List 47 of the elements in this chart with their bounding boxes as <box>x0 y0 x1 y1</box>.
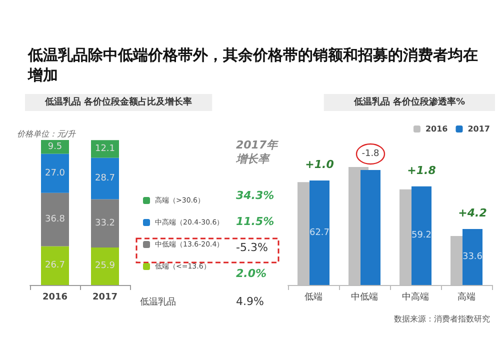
data-label: 12.1 <box>94 144 116 154</box>
x-tick-label: 高端 <box>458 292 476 302</box>
bar <box>360 170 380 285</box>
source-note: 数据来源：消费者指数研究 <box>394 314 490 324</box>
bar <box>91 199 119 248</box>
bar <box>41 192 69 246</box>
text: 低温乳品 <box>140 296 176 308</box>
text: 34.3% <box>236 189 274 202</box>
text: 低温乳品除中低端价格带外，其余价格带的销额和招募的消费者均在增加 <box>28 45 478 85</box>
x-tick-label: 2017 <box>92 292 118 302</box>
annotation: +1.8 <box>407 164 436 177</box>
bar <box>91 158 119 200</box>
x-tick-label: 中低端 <box>351 292 378 302</box>
annotation: +1.0 <box>305 158 334 171</box>
text: -5.3% <box>236 241 268 254</box>
data-label: 25.9 <box>94 261 116 272</box>
legend-label: 2016 <box>425 124 448 134</box>
annotation: -1.8 <box>362 149 380 159</box>
data-label: 62.7 <box>309 228 330 238</box>
text: 2017年增长率 <box>235 138 280 166</box>
data-label: 27.0 <box>44 168 66 178</box>
bar <box>412 186 432 285</box>
x-tick-label: 低端 <box>304 292 322 302</box>
data-label: 33.6 <box>462 252 483 262</box>
x-tick-label: 2016 <box>42 292 68 302</box>
data-label: 26.7 <box>44 260 66 271</box>
bar <box>91 140 119 158</box>
text: 2.0% <box>236 267 267 280</box>
text: 价格单位：元/升 <box>17 130 77 138</box>
chart-subtitle: 低温乳品 各价位段金额占比及增长率 <box>44 96 192 108</box>
text: 11.5% <box>236 215 274 228</box>
text: 4.9% <box>236 295 264 308</box>
bar <box>91 247 119 285</box>
data-label: 33.2 <box>94 218 116 228</box>
legend-label: 2017 <box>468 124 490 134</box>
data-label: 9.5 <box>48 142 62 152</box>
data-label: 36.8 <box>44 214 66 225</box>
bar <box>310 180 330 285</box>
bar <box>41 154 69 193</box>
data-label: 59.2 <box>411 230 432 241</box>
bar <box>41 246 69 285</box>
x-tick-label: 中高端 <box>402 292 429 302</box>
chart-title: 低温乳品 各价位段渗透率% <box>352 96 466 108</box>
bar <box>462 229 482 285</box>
bar <box>41 140 69 154</box>
data-label: 28.7 <box>94 173 116 184</box>
annotation: +4.2 <box>458 206 488 220</box>
